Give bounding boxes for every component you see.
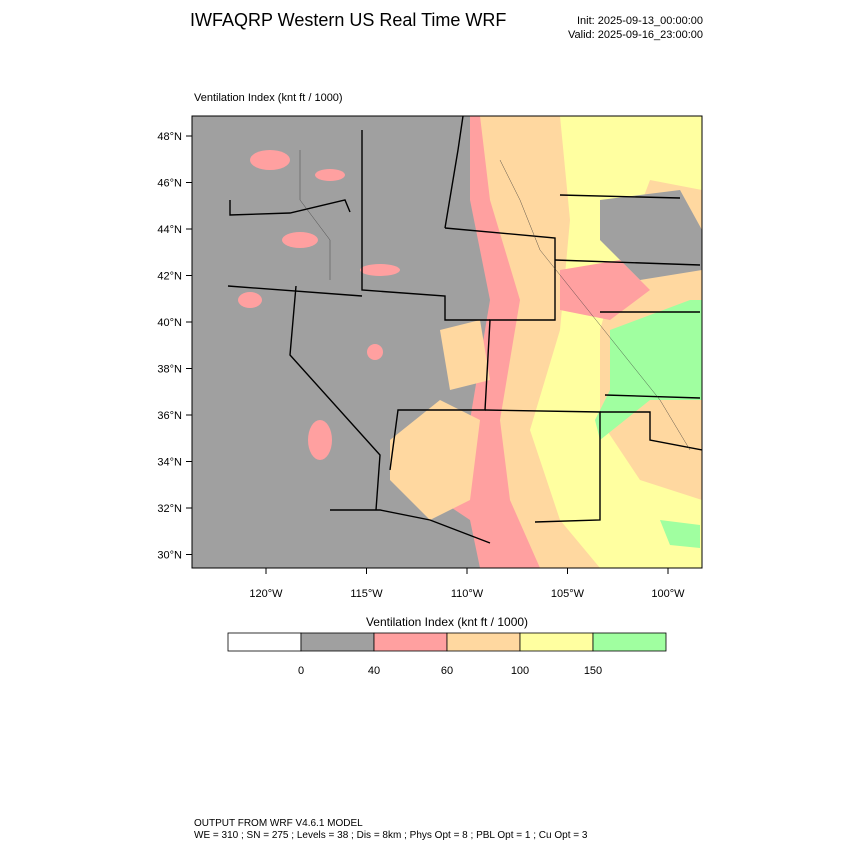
pink-patch — [282, 232, 318, 248]
lat-label: 30°N — [157, 550, 182, 562]
lon-label: 120°W — [249, 588, 283, 600]
colorbar-bin — [446, 632, 521, 652]
county-line — [299, 150, 331, 280]
map — [191, 115, 703, 569]
footer-line: WE = 310 ; SN = 275 ; Levels = 38 ; Dis … — [194, 830, 588, 841]
lat-label: 42°N — [157, 271, 182, 283]
pink-patch — [560, 260, 650, 320]
lat-label: 48°N — [157, 131, 182, 143]
colorbar-label: 0 — [298, 665, 304, 677]
state-border — [361, 130, 490, 321]
lat-label: 32°N — [157, 503, 182, 515]
colorbar-bin — [300, 632, 375, 652]
colorbar-label: 100 — [511, 665, 529, 677]
colorbar-label: 40 — [368, 665, 380, 677]
green-patch — [660, 520, 700, 548]
state-border — [484, 409, 601, 523]
pink-patch — [250, 150, 290, 170]
lat-label: 36°N — [157, 410, 182, 422]
lon-label: 110°W — [451, 588, 484, 600]
us-mexico-border — [330, 509, 491, 544]
gray-patch — [600, 190, 702, 280]
lat-label: 40°N — [157, 317, 182, 329]
valid-time: Valid: 2025-09-16_23:00:00 — [568, 29, 703, 41]
lat-label: 46°N — [157, 178, 182, 190]
colorbar-bin — [373, 632, 448, 652]
lat-label: 44°N — [157, 224, 182, 236]
lat-label: 38°N — [157, 364, 182, 376]
yellow-region — [530, 116, 702, 568]
lat-axis: 48°N 46°N 44°N 42°N 40°N 38°N 36°N 34°N 32°N 30°N — [157, 131, 192, 562]
tan-patch — [390, 400, 480, 520]
state-border — [389, 227, 556, 471]
map-frame — [191, 115, 703, 569]
lat-label: 34°N — [157, 457, 182, 469]
colorbar: 0 40 60 100 150 — [227, 632, 667, 677]
pink-patch — [315, 169, 345, 181]
init-time: Init: 2025-09-13_00:00:00 — [577, 15, 703, 27]
state-border — [604, 394, 701, 399]
pink-patch — [238, 292, 262, 308]
state-border — [554, 259, 701, 266]
lon-label: 115°W — [350, 588, 383, 600]
green-region — [595, 300, 702, 440]
state-border — [559, 194, 681, 199]
state-border — [444, 116, 464, 229]
title: IWFAQRP Western US Real Time WRF — [190, 10, 506, 30]
state-border — [289, 285, 381, 511]
colorbar-bin — [592, 632, 667, 652]
field-label: Ventilation Index (knt ft / 1000) — [194, 92, 343, 104]
state-border — [600, 411, 702, 451]
tan-patch — [440, 320, 490, 390]
county-line — [499, 159, 691, 451]
colorbar-bin — [519, 632, 594, 652]
state-border — [229, 199, 351, 216]
footer-line: OUTPUT FROM WRF V4.6.1 MODEL — [194, 818, 363, 829]
colorbar-label: 150 — [584, 665, 602, 677]
colorbar-bin — [227, 632, 302, 652]
pink-patch — [308, 420, 332, 460]
lon-label: 100°W — [651, 588, 685, 600]
lon-label: 105°W — [551, 588, 585, 600]
lon-axis: 120°W 115°W 110°W 105°W 100°W — [249, 568, 685, 600]
colorbar-title: Ventilation Index (knt ft / 1000) — [366, 615, 528, 629]
pink-patch — [360, 264, 400, 276]
colorbar-label: 60 — [441, 665, 453, 677]
pink-patch — [367, 344, 383, 360]
